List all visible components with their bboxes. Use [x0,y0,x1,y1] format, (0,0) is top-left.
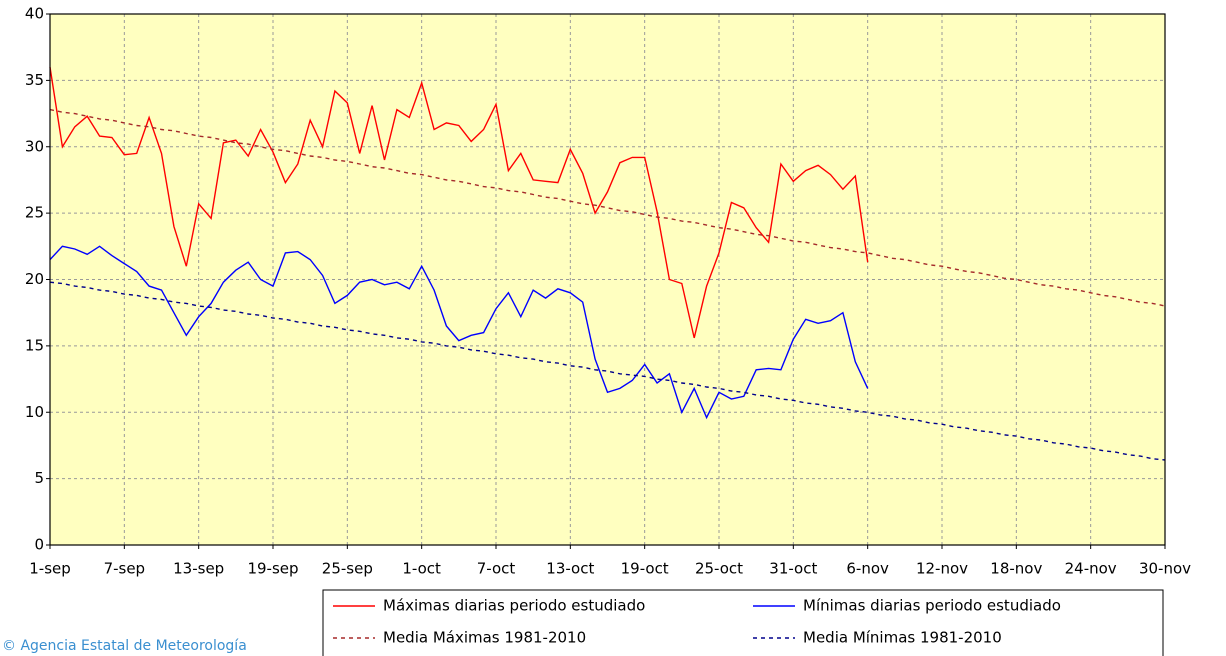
x-tick-label: 19-oct [621,560,669,578]
footer: © Agencia Estatal de Meteorología [2,638,247,654]
legend-box [322,589,1164,656]
series-line [49,245,869,420]
y-tick-label: 15 [25,336,44,354]
plot-area [50,14,1165,545]
x-tick-label: 31-oct [769,560,817,578]
x-tick-label: 1-oct [402,560,441,578]
y-tick-label: 20 [25,270,44,288]
y-tick-label: 5 [34,469,44,487]
x-tick-label: 7-sep [104,560,146,578]
x-tick-label: 6-nov [846,560,889,578]
x-tick-label: 25-oct [695,560,743,578]
x-tick-label: 25-sep [322,560,373,578]
y-tick-label: 35 [25,71,44,89]
legend-label: Media Máximas 1981-2010 [383,629,586,647]
legend-label: Máximas diarias periodo estudiado [383,597,645,615]
x-tick-label: 24-nov [1065,560,1117,578]
legend-label: Mínimas diarias periodo estudiado [803,597,1061,615]
x-tick-label: 7-oct [477,560,516,578]
y-tick-label: 30 [25,137,44,155]
x-tick-label: 18-nov [990,560,1042,578]
x-tick-label: 13-oct [546,560,594,578]
y-tick-label: 0 [34,536,44,554]
y-tick-label: 10 [25,403,44,421]
x-tick-label: 12-nov [916,560,968,578]
y-tick-label: 40 [25,5,44,23]
x-tick-label: 30-nov [1139,560,1191,578]
x-tick-label: 13-sep [173,560,224,578]
plot-frame [49,13,1166,546]
x-tick-label: 1-sep [29,560,71,578]
y-tick-label: 25 [25,204,44,222]
x-tick-label: 19-sep [247,560,298,578]
legend-label: Media Mínimas 1981-2010 [803,629,1002,647]
series-line [49,66,869,339]
series-line [49,108,1166,307]
